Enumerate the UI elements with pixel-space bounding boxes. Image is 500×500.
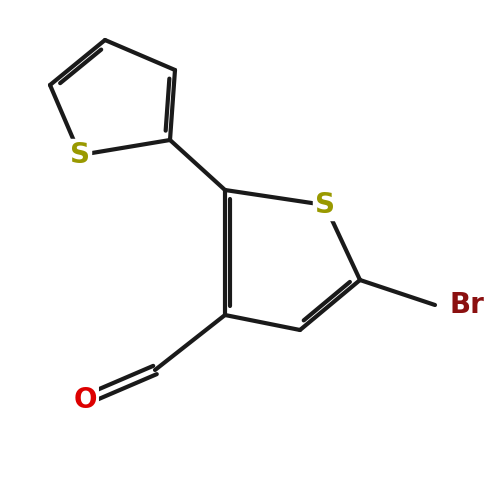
Text: S: S bbox=[70, 141, 90, 169]
Text: S: S bbox=[315, 191, 335, 219]
Text: O: O bbox=[73, 386, 97, 414]
Text: Br: Br bbox=[450, 291, 485, 319]
